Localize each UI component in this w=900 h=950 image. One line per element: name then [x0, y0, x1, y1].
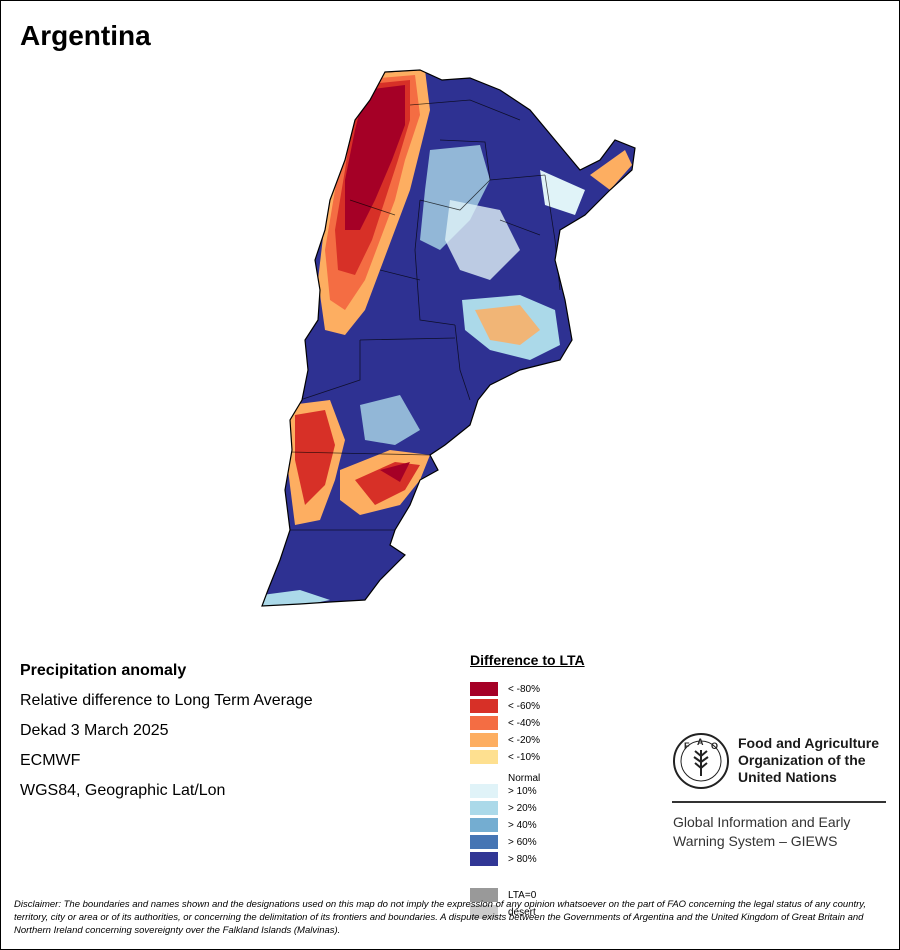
legend-item: < -20%	[470, 733, 540, 747]
legend-swatch	[470, 888, 498, 902]
legend-label: > 20%	[508, 802, 537, 814]
legend-swatch	[470, 905, 498, 919]
fao-name: Food and Agriculture Organization of the…	[738, 735, 880, 785]
fao-logo-icon: F A O	[673, 733, 729, 789]
map-info: Precipitation anomaly Relative differenc…	[20, 656, 313, 806]
legend-title: Difference to LTA	[470, 652, 585, 668]
map-title: Argentina	[20, 20, 151, 51]
legend-extra-item: desert	[470, 905, 536, 919]
legend-swatch	[470, 733, 498, 747]
legend-label: < -80%	[508, 683, 540, 695]
legend-label: < -10%	[508, 751, 540, 763]
info-line-4: WGS84, Geographic Lat/Lon	[20, 782, 226, 799]
legend: Difference to LTA < -80% < -60% < -40% < -2…	[470, 652, 610, 919]
legend-item: > 60%	[470, 835, 537, 849]
legend-swatch	[470, 750, 498, 764]
legend-label-normal: Normal	[508, 773, 541, 784]
info-line-2: Dekad 3 March 2025	[20, 722, 169, 739]
legend-item: > 20%	[470, 801, 537, 815]
legend-label: > 10%	[508, 785, 537, 797]
info-heading: Precipitation anomaly	[20, 662, 187, 679]
legend-label: LTA=0	[508, 889, 537, 901]
legend-item: < -40%	[470, 716, 540, 730]
legend-label: desert	[508, 906, 536, 918]
legend-swatch	[470, 801, 498, 815]
legend-swatch	[470, 784, 498, 798]
legend-swatch	[470, 818, 498, 832]
legend-label: < -40%	[508, 717, 540, 729]
giews-text: Global Information and Early Warning Sys…	[673, 814, 851, 849]
disclaimer: Disclaimer: The boundaries and names sho…	[14, 899, 866, 936]
legend-label: > 60%	[508, 836, 537, 848]
legend-item: > 10%	[470, 784, 537, 798]
legend-label: > 40%	[508, 819, 537, 831]
info-line-3: ECMWF	[20, 752, 81, 769]
legend-swatch	[470, 682, 498, 696]
legend-swatch	[470, 716, 498, 730]
legend-label: > 80%	[508, 853, 537, 865]
svg-text:A: A	[697, 737, 704, 747]
legend-item: > 80%	[470, 852, 537, 866]
legend-label: < -60%	[508, 700, 540, 712]
legend-label: < -20%	[508, 734, 540, 746]
svg-text:F: F	[684, 741, 690, 751]
legend-item: < -10%	[470, 750, 540, 764]
legend-extra-item: LTA=0	[470, 888, 536, 902]
info-line-1: Relative difference to Long Term Average	[20, 692, 313, 709]
argentina-anomaly-map	[261, 69, 636, 607]
legend-swatch	[470, 852, 498, 866]
fao-divider	[672, 801, 886, 803]
legend-item: < -80%	[470, 682, 540, 696]
svg-text:O: O	[711, 741, 718, 751]
legend-item: < -60%	[470, 699, 540, 713]
legend-item: > 40%	[470, 818, 537, 832]
legend-swatch	[470, 835, 498, 849]
legend-swatch	[470, 699, 498, 713]
